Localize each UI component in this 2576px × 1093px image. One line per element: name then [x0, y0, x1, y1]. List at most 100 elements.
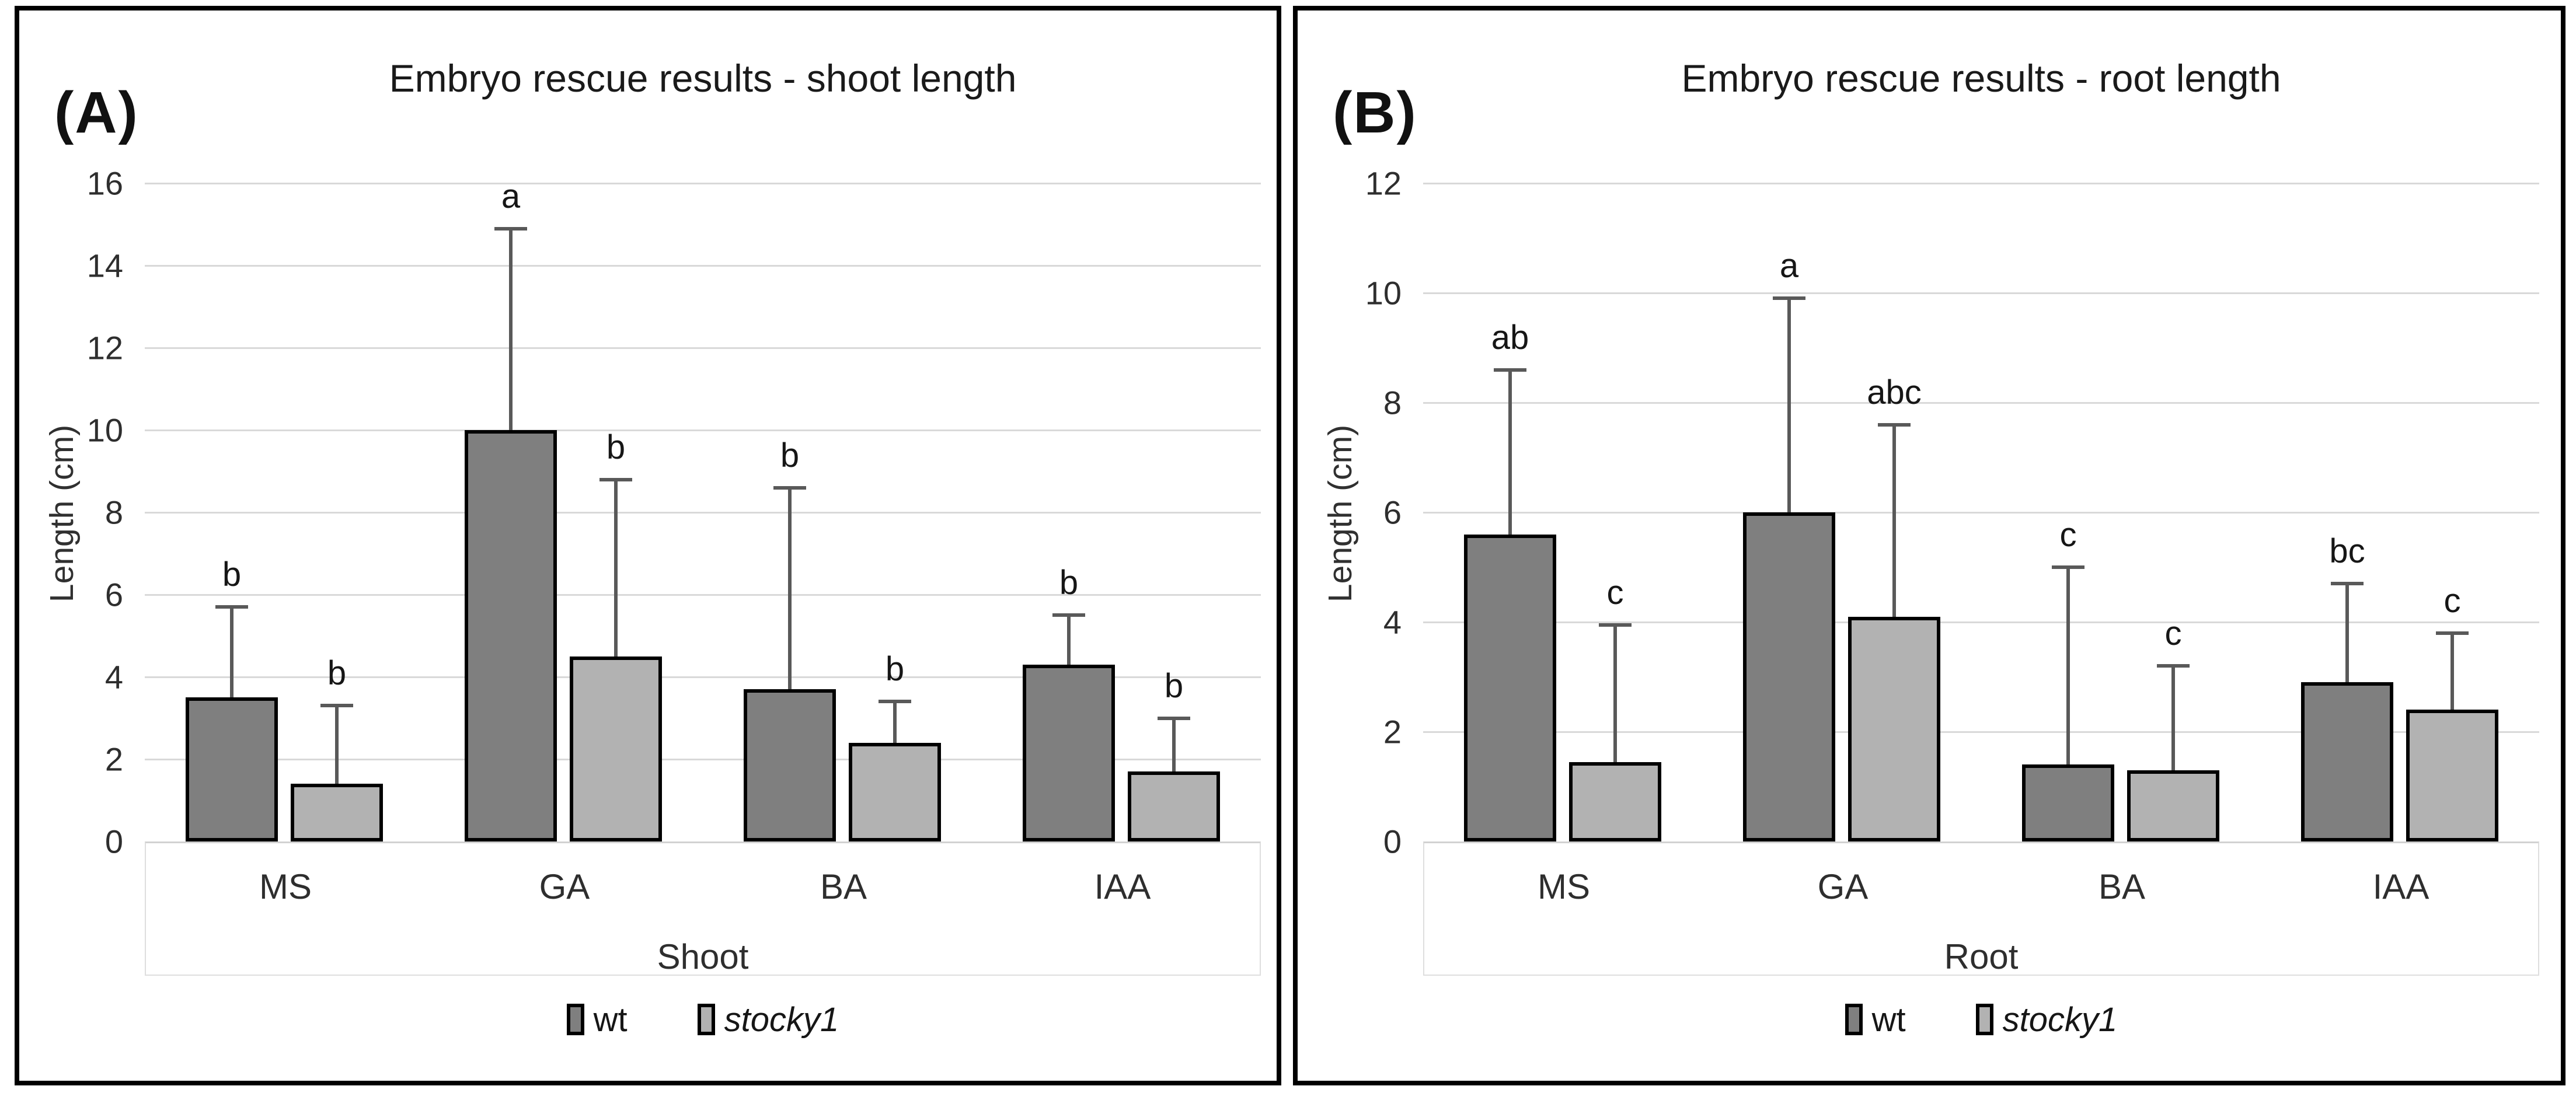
chart-title-shoot: Embryo rescue results - shoot length [389, 57, 1017, 100]
significance-letter-stocky1-MS: c [1606, 573, 1624, 612]
error-bar-cap-wt-MS [215, 605, 248, 609]
category-label-row: MS GA BA IAA [146, 867, 1260, 907]
significance-letter-wt-MS: b [222, 556, 242, 594]
y-tick-label-0: 0 [104, 823, 123, 860]
error-bar-wt-MS [1508, 369, 1512, 535]
legend: wt stocky1 [145, 999, 1261, 1040]
significance-letter-stocky1-BA: c [2164, 614, 2182, 653]
significance-letter-stocky1-GA: abc [1867, 373, 1922, 411]
bar-stocky1-BA [849, 742, 941, 841]
error-bar-stocky1-GA [1892, 424, 1896, 617]
error-bar-cap-wt-BA [773, 486, 806, 490]
significance-letter-wt-MS: ab [1491, 318, 1529, 357]
significance-letter-stocky1-MS: b [327, 654, 347, 693]
y-tick-label-8: 8 [104, 494, 123, 531]
bar-stocky1-IAA [1128, 771, 1220, 841]
error-bar-stocky1-MS [335, 706, 339, 784]
significance-letter-wt-IAA: bc [2329, 532, 2365, 571]
legend: wt stocky1 [1423, 999, 2539, 1040]
error-bar-cap-stocky1-IAA [2436, 631, 2469, 635]
error-bar-wt-IAA [2345, 584, 2349, 683]
gridline-y-10 [145, 429, 1261, 431]
y-tick-label-4: 4 [1383, 603, 1402, 641]
bar-wt-MS [1464, 534, 1556, 841]
legend-label-stocky1: stocky1 [2002, 1000, 2118, 1039]
error-bar-cap-stocky1-IAA [1158, 716, 1190, 720]
legend-item-stocky1: stocky1 [697, 1000, 839, 1039]
bar-stocky1-IAA [2406, 710, 2498, 841]
legend-label-wt: wt [1871, 1000, 1906, 1039]
category-label-GA: GA [539, 867, 590, 906]
gridline-y-10 [1423, 292, 2539, 294]
category-label-BA: BA [2098, 867, 2146, 906]
panel-letter-a: (A) [54, 80, 139, 145]
panel-root-chart: (B) Embryo rescue results - root length … [1293, 6, 2565, 1085]
bar-stocky1-GA [1848, 616, 1940, 841]
error-bar-cap-wt-GA [1773, 296, 1805, 301]
error-bar-wt-IAA [1067, 615, 1071, 665]
legend-marker-wt [566, 1004, 584, 1035]
bar-wt-MS [186, 697, 278, 841]
error-bar-stocky1-MS [1613, 624, 1617, 762]
significance-letter-stocky1-IAA: b [1164, 666, 1184, 705]
error-bar-cap-wt-IAA [1052, 613, 1085, 617]
category-label-GA: GA [1817, 867, 1869, 906]
bar-wt-IAA [2301, 682, 2393, 841]
error-bar-stocky1-IAA [2450, 633, 2454, 710]
significance-letter-wt-IAA: b [1059, 564, 1079, 602]
category-label-MS: MS [1538, 867, 1590, 906]
gridline-y-12 [1423, 183, 2539, 184]
y-tick-label-2: 2 [104, 741, 123, 778]
error-bar-cap-wt-MS [1494, 368, 1526, 372]
error-bar-cap-stocky1-GA [599, 477, 632, 481]
panel-shoot-chart: (A) Embryo rescue results - shoot length… [15, 6, 1281, 1085]
gridline-y-16 [145, 183, 1261, 184]
significance-letter-wt-BA: b [780, 436, 800, 474]
bar-wt-GA [1743, 512, 1835, 841]
bar-stocky1-BA [2127, 770, 2219, 841]
legend-marker-wt [1845, 1004, 1863, 1035]
x-axis-title: Root [1944, 937, 2019, 976]
y-tick-label-6: 6 [104, 576, 123, 613]
bar-stocky1-MS [291, 784, 383, 841]
category-label-IAA: IAA [2372, 867, 2429, 906]
y-tick-label-14: 14 [86, 247, 123, 284]
category-label-row: MS GA BA IAA [1424, 867, 2538, 907]
category-label-MS: MS [259, 867, 312, 906]
error-bar-cap-stocky1-MS [320, 704, 353, 708]
legend-label-wt: wt [593, 1000, 628, 1039]
error-bar-wt-GA [1787, 298, 1791, 512]
error-bar-cap-wt-GA [494, 226, 527, 231]
gridline-y-2 [1423, 731, 2539, 733]
category-axis-box: MS GA BA IAA Root [1423, 841, 2539, 976]
y-tick-label-10: 10 [86, 411, 123, 449]
plot-area-root: ab c a abc c c bc c [1423, 183, 2539, 841]
legend-item-stocky1: stocky1 [1975, 1000, 2118, 1039]
bar-wt-BA [2022, 764, 2114, 841]
error-bar-wt-MS [230, 607, 233, 698]
gridline-y-12 [145, 347, 1261, 349]
y-tick-label-2: 2 [1383, 713, 1402, 750]
error-bar-cap-stocky1-BA [879, 700, 911, 704]
y-tick-label-0: 0 [1383, 823, 1402, 860]
category-label-IAA: IAA [1094, 867, 1151, 906]
error-bar-cap-wt-IAA [2331, 582, 2364, 586]
gridline-y-6 [145, 594, 1261, 596]
gridline-y-8 [1423, 402, 2539, 404]
significance-letter-stocky1-GA: b [606, 428, 626, 466]
plot-area-shoot: b b a b b b b b [145, 177, 1261, 841]
error-bar-cap-stocky1-BA [2157, 664, 2190, 668]
legend-marker-stocky1 [697, 1004, 715, 1035]
bar-wt-BA [744, 689, 836, 841]
error-bar-stocky1-GA [614, 479, 618, 657]
error-bar-wt-BA [2066, 567, 2070, 765]
significance-letter-stocky1-IAA: c [2443, 581, 2461, 620]
error-bar-stocky1-BA [893, 701, 897, 743]
legend-marker-stocky1 [1975, 1004, 1993, 1035]
error-bar-cap-wt-BA [2052, 565, 2084, 569]
significance-letter-wt-GA: a [1779, 247, 1799, 285]
error-bar-wt-BA [788, 487, 792, 690]
error-bar-cap-stocky1-GA [1878, 422, 1911, 427]
legend-item-wt: wt [1845, 1000, 1906, 1039]
gridline-y-4 [145, 676, 1261, 678]
